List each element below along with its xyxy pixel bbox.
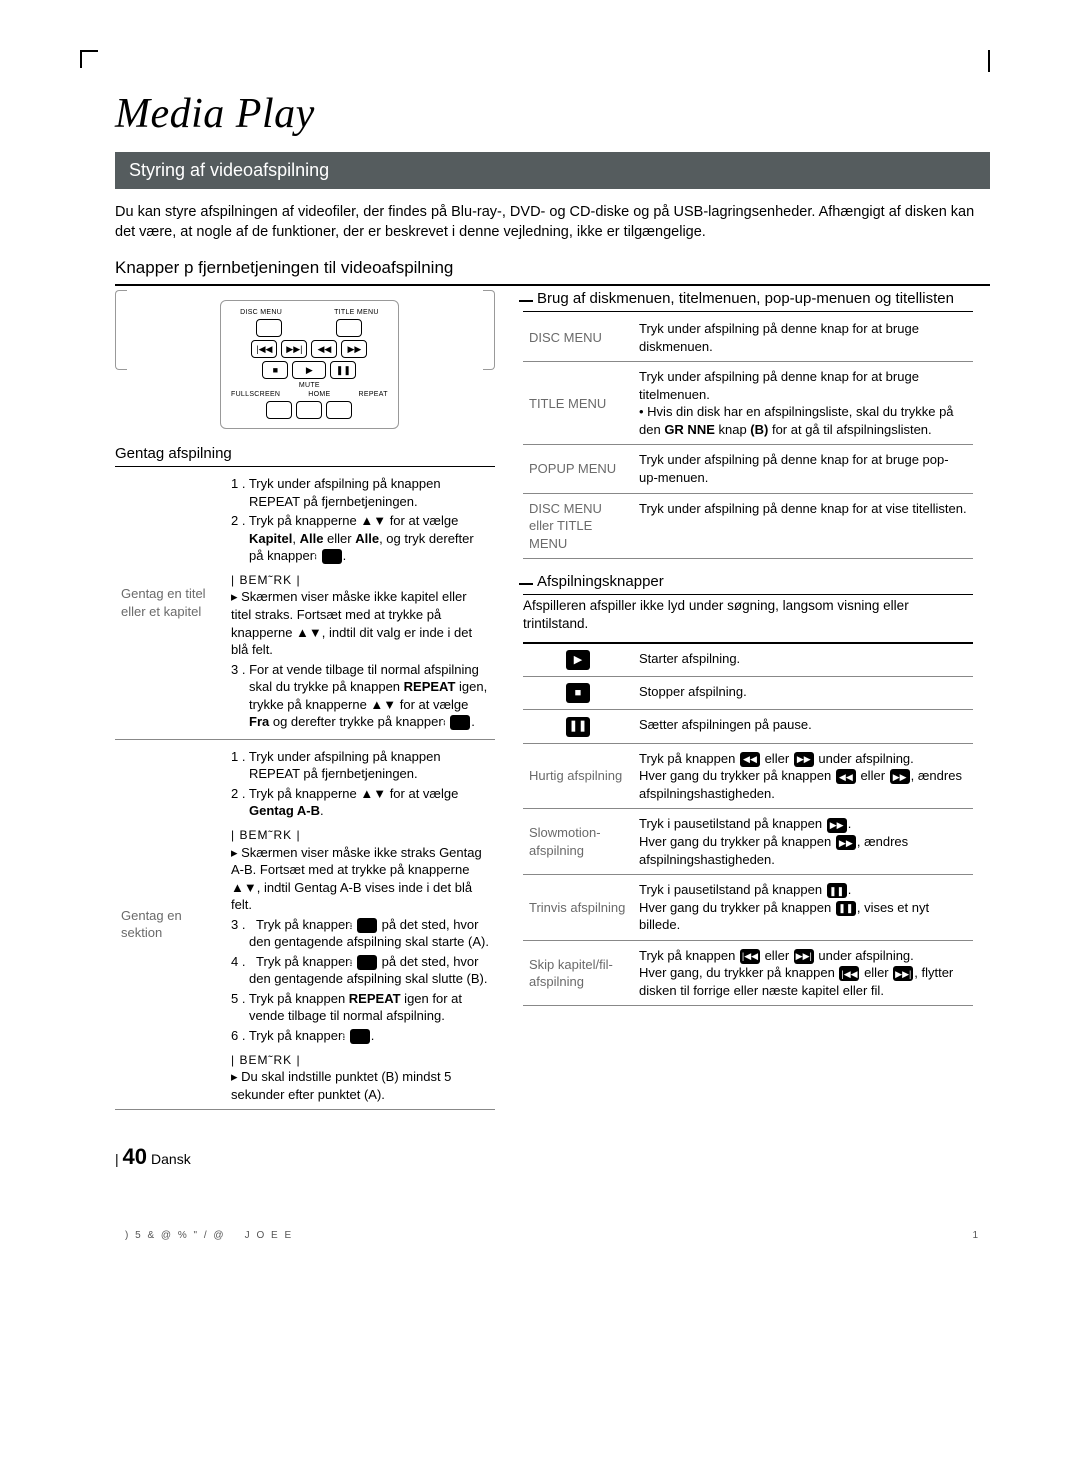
step-2: 2 . Tryk på knapperne ▲▼ for at vælge Ka… [231, 512, 489, 565]
note-1: Skærmen viser måske ikke kapitel eller t… [231, 588, 489, 658]
remote-side-right [483, 290, 495, 370]
microfoot-left: ) 5 & @ % " / @ [125, 1230, 226, 1241]
ff-icon: ▶▶ [890, 769, 910, 784]
prev-icon: |◀◀ [839, 966, 859, 981]
next-icon: ▶▶| [794, 949, 814, 964]
prev-icon: |◀◀ [740, 949, 760, 964]
right-intro-2: Afspilleren afspiller ikke lyd under søg… [523, 597, 973, 633]
play-text-2: Stopper afspilning. [633, 677, 973, 710]
menu-text-title: Tryk under afspilning på denne knap for … [633, 362, 973, 445]
remote-btn-play: ▶ [292, 361, 326, 379]
note-label-3: | BEM˜RK | [231, 1053, 301, 1067]
slow-text: Tryk i pausetilstand på knappen ▶▶. Hver… [633, 809, 973, 875]
pause-icon: ❚❚ [566, 717, 590, 737]
menu-text-dtm: Tryk under afspilning på denne knap for … [633, 493, 973, 559]
menu-label-dtm: DISC MENU eller TITLE MENU [523, 493, 633, 559]
menu-label-title: TITLE MENU [523, 362, 633, 445]
row-label-repeat-section: Gentag en sektion [115, 739, 225, 1109]
remote-btn-pause: ❚❚ [330, 361, 356, 379]
remote-btn-rew: ◀◀ [311, 340, 337, 358]
enter-icon: E [450, 715, 470, 730]
microfoot-right: 1 [972, 1230, 980, 1241]
left-heading-repeat: Gentag afspilning [115, 439, 495, 467]
microfoot-mid: J O E E [245, 1230, 293, 1241]
enter-icon: E [357, 918, 377, 933]
menu-text-popup: Tryk under afspilning på denne knap for … [633, 445, 973, 493]
remote-label-fullscreen: FULLSCREEN [231, 391, 280, 398]
page-footer: | 40Dansk [115, 1144, 990, 1170]
fast-label: Hurtig afspilning [523, 743, 633, 809]
page-title: Media Play [115, 90, 990, 138]
rew-icon: ◀◀ [836, 769, 856, 784]
remote-label-home: HOME [308, 391, 330, 398]
note-label-2: | BEM˜RK | [231, 828, 301, 842]
remote-btn-ff: ▶▶ [341, 340, 367, 358]
skip-label: Skip kapitel/fil-afspilning [523, 940, 633, 1006]
right-column: Brug af diskmenuen, titelmenuen, pop-up-… [523, 290, 973, 1110]
pause-icon: ❚❚ [836, 901, 856, 916]
menu-text-disc: Tryk under afspilning på denne knap for … [633, 314, 973, 362]
row-body-repeat-section: 1 . Tryk under afspilning på knappen REP… [225, 739, 495, 1109]
row-body-repeat-title: 1 . Tryk under afspilning på knappen REP… [225, 467, 495, 739]
s2-step-4: 4 . Tryk på knappen E på det sted, hvor … [231, 953, 489, 988]
micro-footer: ) 5 & @ % " / @ J O E E 1 [115, 1230, 990, 1241]
enter-icon: E [350, 1029, 370, 1044]
remote-btn-next: ▶▶| [281, 340, 307, 358]
row-label-repeat-title: Gentag en titel eller et kapitel [115, 467, 225, 739]
rew-icon: ◀◀ [740, 752, 760, 767]
right-head-2: Afspilningsknapper [523, 573, 973, 595]
right-head-1: Brug af diskmenuen, titelmenuen, pop-up-… [523, 290, 973, 312]
note-label-1: | BEM˜RK | [231, 573, 301, 587]
step-label: Trinvis afspilning [523, 875, 633, 941]
remote-btn-b3 [326, 401, 352, 419]
stop-icon: ■ [566, 683, 590, 703]
step-text: Tryk i pausetilstand på knappen ❚❚. Hver… [633, 875, 973, 941]
remote-side-left [115, 290, 127, 370]
menu-table: DISC MENU Tryk under afspilning på denne… [523, 314, 973, 559]
ff-icon: ▶▶ [827, 818, 847, 833]
remote-subheading: Knapper p fjernbetjeningen til videoafsp… [115, 258, 990, 286]
remote-label-disc-menu: DISC MENU [240, 309, 282, 316]
remote-btn-prev: |◀◀ [251, 340, 277, 358]
remote-btn-corner2 [336, 319, 362, 337]
play-table: ▶ Starter afspilning. ■ Stopper afspilni… [523, 642, 973, 1007]
remote-label-repeat: REPEAT [359, 391, 388, 398]
repeat-table: Gentag en titel eller et kapitel 1 . Try… [115, 467, 495, 1110]
enter-icon: E [357, 955, 377, 970]
left-column: DISC MENU TITLE MENU |◀◀ ▶▶| ◀◀ ▶▶ [115, 290, 495, 1110]
step-1: 1 . Tryk under afspilning på knappen REP… [231, 475, 489, 510]
slow-label: Slowmotion-afspilning [523, 809, 633, 875]
remote-label-title-menu: TITLE MENU [334, 309, 379, 316]
s2-step-6: 6 . Tryk på knappen E. [231, 1027, 489, 1045]
play-icon: ▶ [566, 650, 590, 670]
menu-label-disc: DISC MENU [523, 314, 633, 362]
section-heading-bar: Styring af videoafspilning [115, 152, 990, 189]
page-lang: Dansk [151, 1151, 191, 1167]
pause-icon: ❚❚ [827, 883, 847, 898]
s2-step-1: 1 . Tryk under afspilning på knappen REP… [231, 748, 489, 783]
note-3: Du skal indstille punktet (B) mindst 5 s… [231, 1068, 489, 1103]
ff-icon: ▶▶ [836, 835, 856, 850]
next-icon: ▶▶| [893, 966, 913, 981]
remote-diagram: DISC MENU TITLE MENU |◀◀ ▶▶| ◀◀ ▶▶ [220, 300, 390, 429]
note-2: Skærmen viser måske ikke straks Gentag A… [231, 844, 489, 914]
s2-step-2: 2 . Tryk på knapperne ▲▼ for at vælge Ge… [231, 785, 489, 820]
remote-label-mute: MUTE [299, 382, 320, 389]
skip-text: Tryk på knappen |◀◀ eller ▶▶| under afsp… [633, 940, 973, 1006]
s2-step-5: 5 . Tryk på knappen REPEAT igen for at v… [231, 990, 489, 1025]
remote-btn-stop: ■ [262, 361, 288, 379]
intro-paragraph: Du kan styre afspilningen af videofiler,… [115, 203, 990, 242]
remote-btn-b2 [296, 401, 322, 419]
fast-text: Tryk på knappen ◀◀ eller ▶▶ under afspil… [633, 743, 973, 809]
step-3: 3 . For at vende tilbage til normal afsp… [231, 661, 489, 731]
play-text-1: Starter afspilning. [633, 643, 973, 677]
remote-btn-b1 [266, 401, 292, 419]
enter-icon: E [322, 549, 342, 564]
page-number: 40 [123, 1144, 147, 1169]
ff-icon: ▶▶ [794, 752, 814, 767]
s2-step-3: 3 . Tryk på knappen E på det sted, hvor … [231, 916, 489, 951]
remote-btn-corner1 [256, 319, 282, 337]
play-text-3: Sætter afspilningen på pause. [633, 710, 973, 743]
menu-label-popup: POPUP MENU [523, 445, 633, 493]
